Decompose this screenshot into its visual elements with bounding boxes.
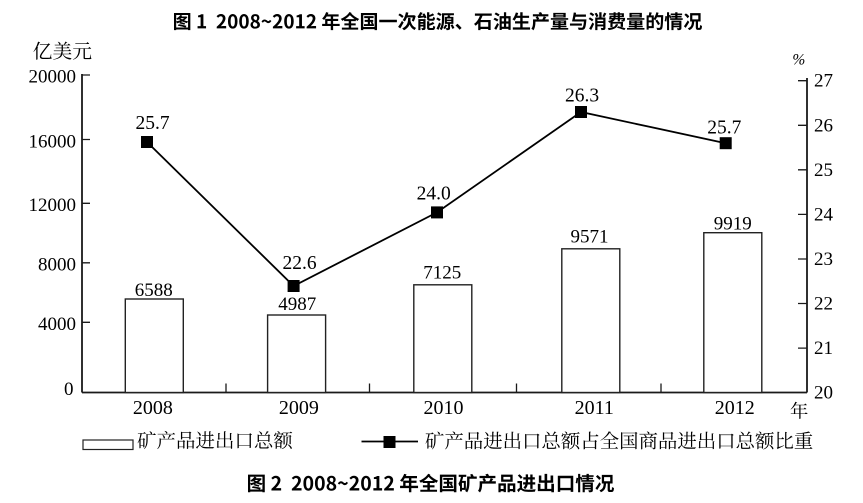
svg-text:2012: 2012: [715, 397, 755, 419]
svg-text:21: 21: [814, 338, 833, 359]
svg-text:4987: 4987: [278, 294, 316, 315]
svg-text:0: 0: [64, 379, 74, 400]
svg-text:25: 25: [814, 160, 833, 181]
svg-text:26.3: 26.3: [565, 85, 599, 106]
svg-text:20: 20: [814, 383, 833, 404]
svg-text:24.0: 24.0: [417, 184, 451, 205]
svg-text:22.6: 22.6: [282, 253, 316, 274]
svg-text:26: 26: [814, 115, 833, 136]
svg-text:2008: 2008: [133, 397, 173, 419]
svg-text:2009: 2009: [279, 397, 319, 419]
svg-text:%: %: [792, 52, 805, 69]
svg-text:23: 23: [814, 249, 833, 270]
svg-text:16000: 16000: [29, 131, 77, 152]
svg-text:8000: 8000: [38, 254, 76, 275]
svg-text:2010: 2010: [424, 397, 464, 419]
svg-text:24: 24: [814, 204, 834, 225]
svg-text:12000: 12000: [29, 195, 77, 216]
svg-text:25.7: 25.7: [707, 117, 741, 138]
svg-text:9571: 9571: [571, 227, 609, 248]
svg-text:6588: 6588: [135, 280, 173, 301]
svg-text:7125: 7125: [423, 263, 461, 284]
svg-text:25.7: 25.7: [135, 113, 169, 134]
svg-text:22: 22: [814, 294, 833, 315]
svg-text:4000: 4000: [38, 314, 76, 335]
svg-text:2011: 2011: [575, 397, 614, 419]
svg-text:20000: 20000: [29, 67, 77, 88]
svg-text:27: 27: [814, 71, 833, 92]
svg-text:9919: 9919: [714, 214, 752, 235]
